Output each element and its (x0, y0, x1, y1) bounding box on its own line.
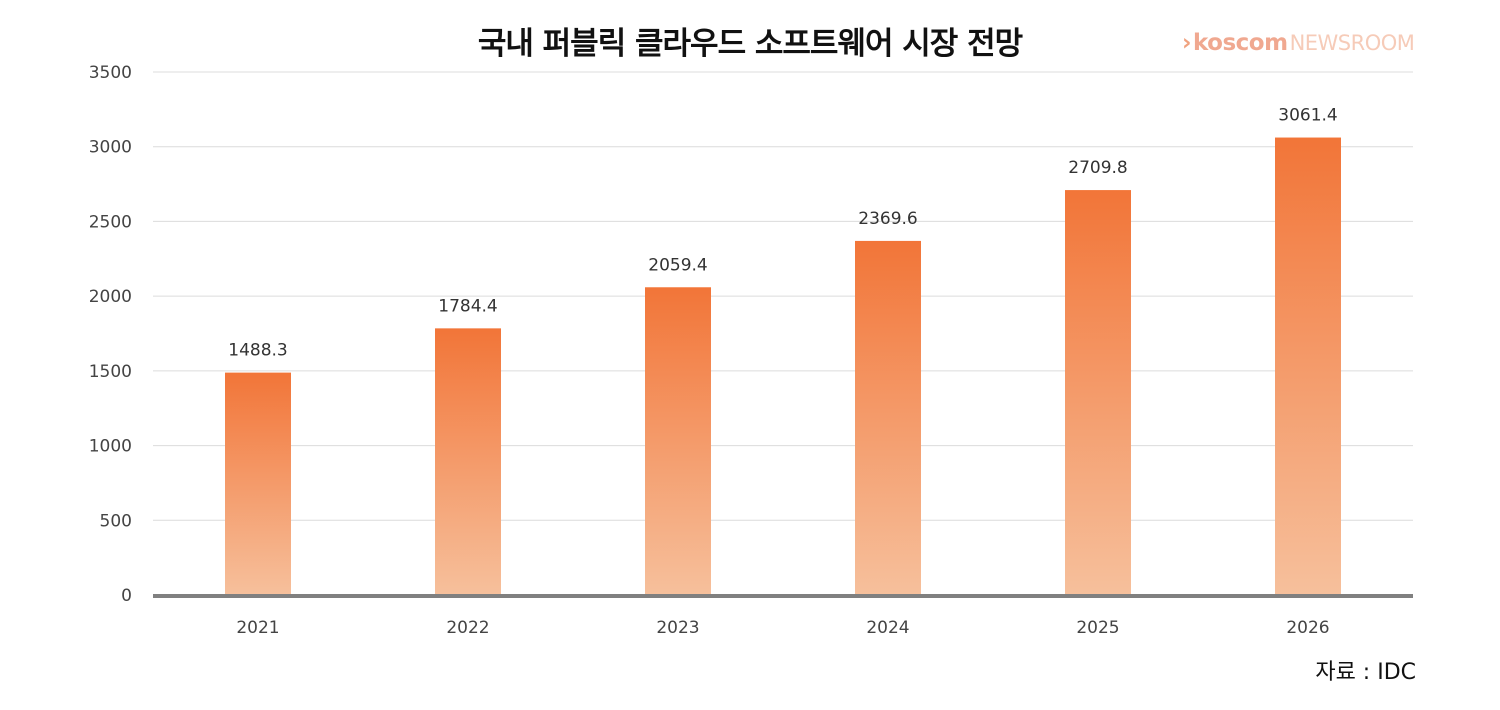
bar-2025 (1065, 190, 1131, 595)
data-label-2026: 3061.4 (1278, 106, 1337, 126)
brand-arrow-icon: › (1182, 30, 1191, 56)
x-tick-label-2024: 2024 (866, 618, 909, 638)
bars (225, 137, 1341, 595)
x-tick-label-2025: 2025 (1076, 618, 1119, 638)
x-tick-label-2026: 2026 (1286, 618, 1329, 638)
y-tick-label: 2500 (89, 212, 132, 232)
koscom-newsroom-logo: ›koscomNEWSROOM (1182, 30, 1415, 56)
brand-sub: NEWSROOM (1289, 31, 1415, 55)
data-labels: 1488.3 1784.4 2059.4 2369.6 2709.8 3061.4 (228, 106, 1337, 361)
bar-2024 (855, 240, 921, 595)
x-tick-label-2023: 2023 (656, 618, 699, 638)
chart-title: 국내 퍼블릭 클라우드 소프트웨어 시장 전망 (477, 26, 1023, 62)
x-tick-label-2022: 2022 (446, 618, 489, 638)
x-axis-ticks: 2021 2022 2023 2024 2025 2026 (236, 618, 1329, 638)
y-tick-label: 1000 (89, 437, 132, 457)
y-tick-label: 3000 (89, 138, 132, 158)
bar-2023 (645, 287, 711, 595)
source-note: 자료 : IDC (1315, 660, 1416, 685)
bar-2022 (435, 328, 501, 595)
y-tick-label: 3500 (89, 63, 132, 83)
y-tick-label: 500 (100, 511, 132, 531)
y-tick-label: 0 (121, 586, 132, 606)
y-axis-ticks: 0 500 1000 1500 2000 2500 3000 3500 (89, 63, 132, 606)
data-label-2021: 1488.3 (228, 341, 287, 361)
y-tick-label: 1500 (89, 362, 132, 382)
data-label-2022: 1784.4 (438, 296, 497, 316)
data-label-2024: 2369.6 (858, 209, 917, 229)
grid-lines (153, 71, 1413, 521)
bar-2021 (225, 372, 291, 595)
y-tick-label: 2000 (89, 287, 132, 307)
data-label-2023: 2059.4 (648, 255, 707, 275)
brand-name: koscom (1192, 30, 1288, 56)
x-tick-label-2021: 2021 (236, 618, 279, 638)
data-label-2025: 2709.8 (1068, 158, 1127, 178)
bar-2026 (1275, 137, 1341, 595)
